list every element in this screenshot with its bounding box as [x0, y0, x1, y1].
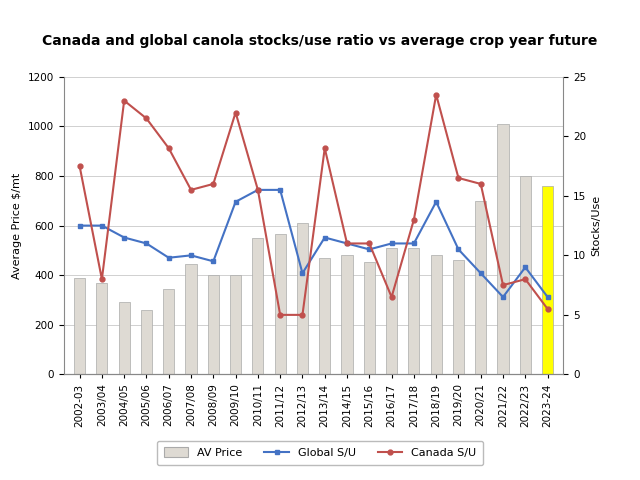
Bar: [208, 275, 219, 374]
Bar: [118, 302, 130, 374]
Bar: [163, 289, 174, 374]
Bar: [364, 262, 375, 374]
Y-axis label: Average Price $/mt: Average Price $/mt: [12, 172, 22, 279]
Bar: [297, 223, 308, 374]
Bar: [408, 248, 419, 374]
Bar: [342, 255, 353, 374]
Bar: [386, 248, 397, 374]
Bar: [542, 186, 553, 374]
Bar: [141, 310, 152, 374]
Bar: [252, 238, 264, 374]
Bar: [74, 277, 85, 374]
Bar: [230, 275, 241, 374]
Text: Canada and global canola stocks/use ratio vs average crop year future: Canada and global canola stocks/use rati…: [42, 34, 598, 48]
Bar: [96, 283, 108, 374]
Bar: [520, 176, 531, 374]
Bar: [431, 255, 442, 374]
Bar: [475, 201, 486, 374]
Y-axis label: Stocks/Use: Stocks/Use: [592, 195, 602, 256]
Bar: [275, 234, 285, 374]
Bar: [453, 260, 464, 374]
Bar: [319, 258, 330, 374]
Bar: [497, 124, 509, 374]
Bar: [186, 264, 196, 374]
Legend: AV Price, Global S/U, Canada S/U: AV Price, Global S/U, Canada S/U: [157, 441, 483, 465]
